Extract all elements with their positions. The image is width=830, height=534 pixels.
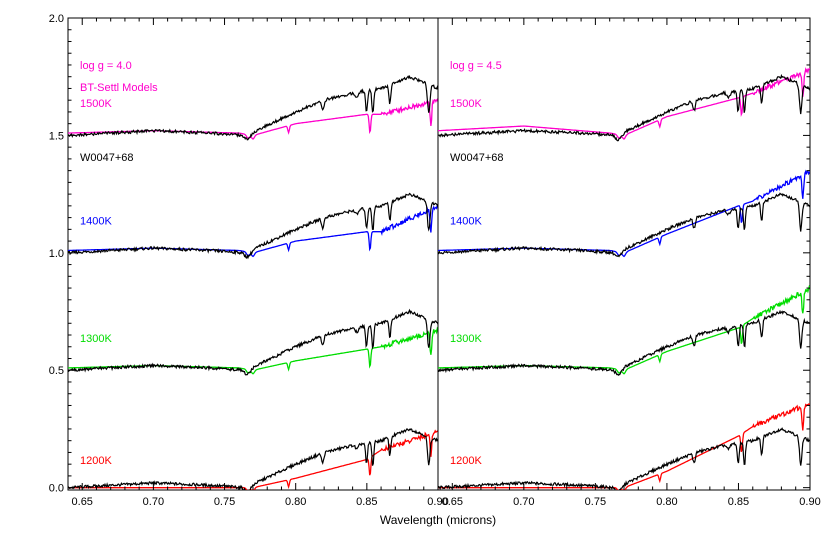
x-tick-label: 0.90	[427, 496, 448, 508]
gravity-label: log g = 4.0	[80, 60, 132, 72]
panel-right: log g = 4.5 W0047+68 1500K 1400K 1300K 1200K	[437, 17, 811, 491]
observed-spectrum	[438, 192, 810, 258]
temperature-label-1300K: 1300K	[450, 333, 482, 345]
observed-spectrum	[68, 192, 438, 260]
x-tick-label: 0.75	[214, 496, 235, 508]
observed-spectrum	[68, 428, 438, 490]
x-axis-right: 0.65 0.70 0.75 0.80 0.85 0.90	[437, 17, 821, 508]
y-tick-label: 0.0	[49, 483, 64, 495]
x-tick-label: 0.75	[585, 496, 606, 508]
object-label: W0047+68	[450, 152, 504, 164]
y-tick-label: 2.0	[49, 13, 64, 25]
model-spectrum-1500K	[438, 67, 810, 140]
y-tick-label: 0.5	[49, 365, 64, 377]
x-axis-title: Wavelength (microns)	[380, 513, 496, 527]
x-tick-label: 0.90	[799, 496, 820, 508]
temperature-label-1500K: 1500K	[450, 98, 482, 110]
x-tick-label: 0.65	[442, 496, 463, 508]
temperature-label-1500K: 1500K	[80, 98, 112, 110]
x-tick-label: 0.85	[728, 496, 749, 508]
observed-spectrum	[68, 308, 438, 376]
observed-spectrum	[438, 309, 810, 376]
plot-area	[68, 74, 438, 490]
model-spectrum-1300K	[438, 284, 810, 375]
x-tick-label: 0.80	[285, 496, 306, 508]
model-label: BT-Settl Models	[80, 82, 158, 94]
temperature-label-1300K: 1300K	[80, 333, 112, 345]
gravity-label: log g = 4.5	[450, 60, 502, 72]
temperature-label-1400K: 1400K	[80, 216, 112, 228]
model-spectrum-1400K	[438, 169, 810, 258]
y-tick-label: 1.5	[49, 130, 64, 142]
x-tick-label: 0.65	[72, 496, 93, 508]
temperature-label-1200K: 1200K	[80, 455, 112, 467]
temperature-label-1400K: 1400K	[450, 216, 482, 228]
x-tick-label: 0.70	[143, 496, 164, 508]
x-axis-left: 0.65 0.70 0.75 0.80 0.85 0.90	[67, 18, 449, 508]
panel-left: log g = 4.0 BT-Settl Models W0047+68 1500K 1…	[67, 17, 439, 491]
x-tick-label: 0.70	[513, 496, 534, 508]
observed-spectrum	[68, 74, 438, 141]
x-tick-label: 0.80	[656, 496, 677, 508]
temperature-label-1200K: 1200K	[450, 455, 482, 467]
x-tick-label: 0.85	[356, 496, 377, 508]
observed-spectrum	[438, 427, 810, 490]
model-spectrum-1500K	[68, 98, 438, 140]
object-label: W0047+68	[80, 152, 134, 164]
model-spectrum-1200K	[68, 429, 438, 490]
observed-spectrum	[438, 73, 810, 142]
y-axis: 0.0 0.5 1.0 1.5 2.0	[49, 13, 75, 495]
plot-area	[438, 67, 810, 490]
y-tick-label: 1.0	[49, 248, 64, 260]
model-spectrum-1200K	[438, 403, 810, 490]
